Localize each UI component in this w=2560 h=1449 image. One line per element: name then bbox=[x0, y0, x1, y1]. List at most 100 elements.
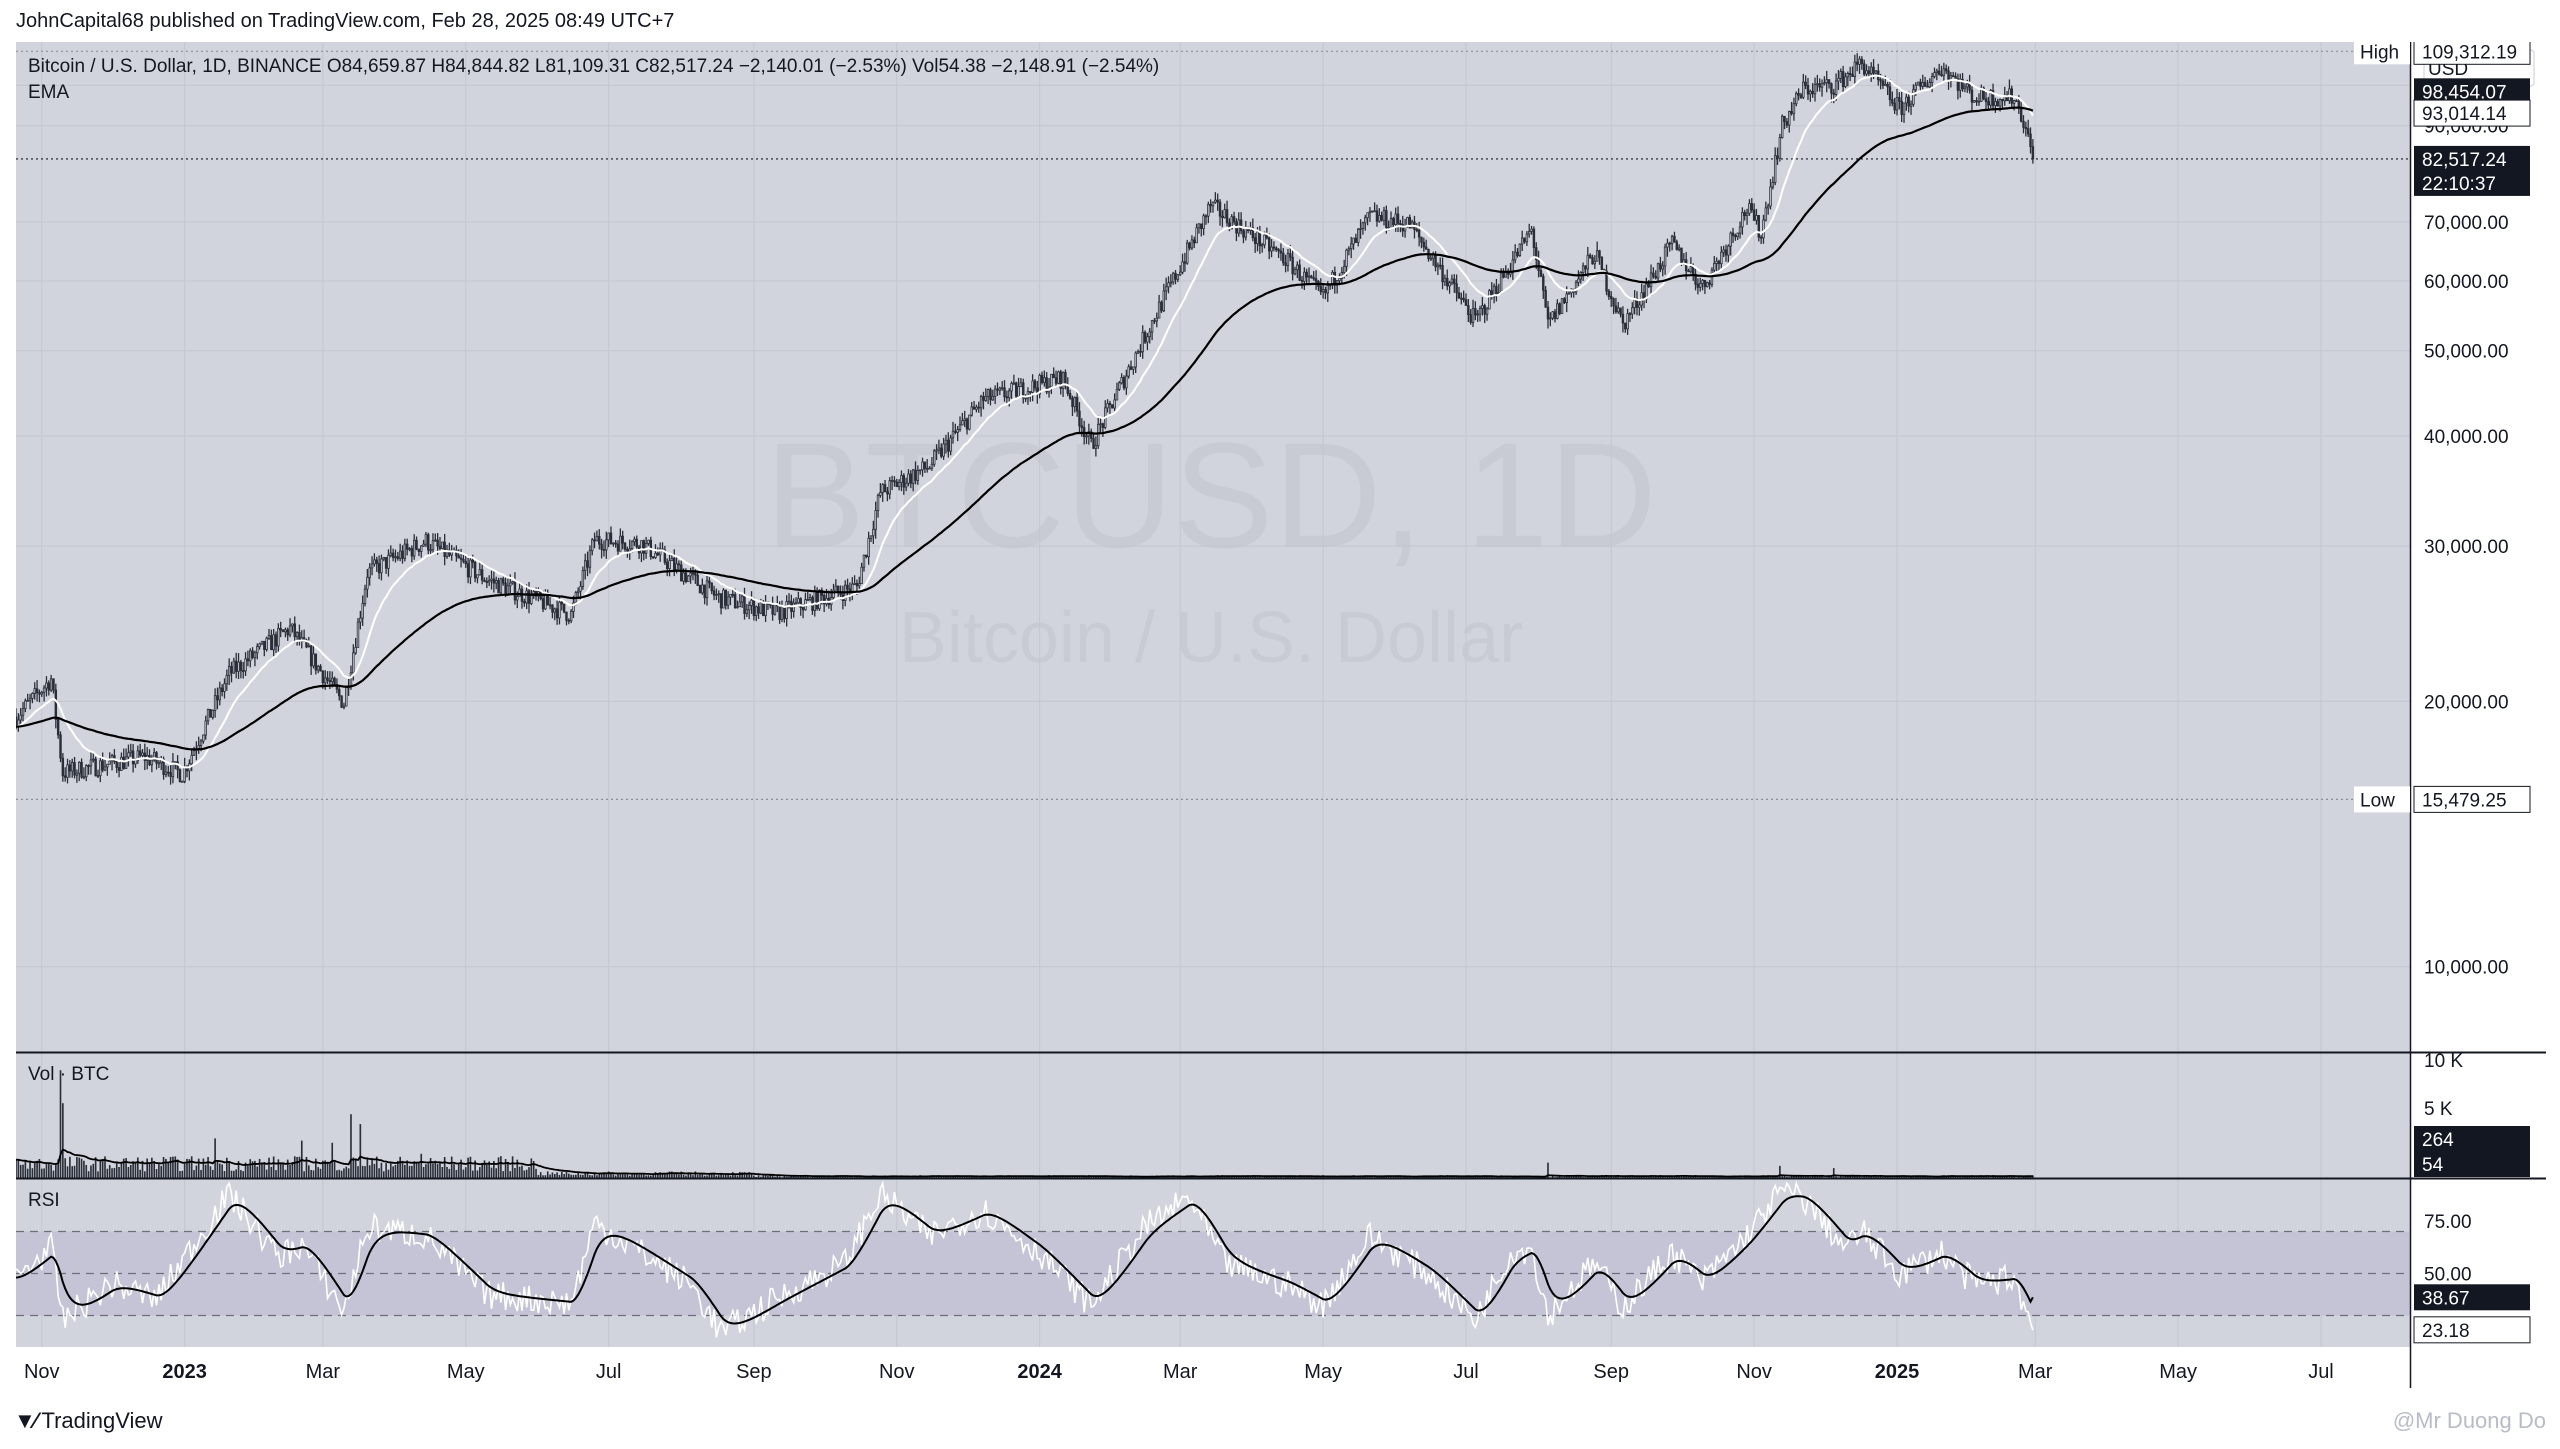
volume-bar bbox=[521, 1165, 523, 1178]
volume-bar bbox=[169, 1156, 172, 1178]
candle-body bbox=[469, 559, 472, 578]
candle-body bbox=[2029, 133, 2032, 148]
chart-area[interactable]: BTCUSD, 1D Bitcoin / U.S. Dollar Bitcoin… bbox=[16, 42, 2546, 1397]
candle-body bbox=[1752, 209, 1756, 221]
date-tick-label: Nov bbox=[879, 1361, 915, 1383]
volume-bar bbox=[1779, 1165, 1781, 1178]
candle-body bbox=[822, 595, 826, 605]
volume-bar bbox=[78, 1157, 81, 1178]
candle-body bbox=[1577, 278, 1580, 283]
volume-bar bbox=[755, 1176, 758, 1178]
candle-body bbox=[1160, 301, 1163, 312]
candle-body bbox=[272, 634, 275, 651]
candle-body bbox=[1492, 285, 1496, 298]
grid-lines bbox=[16, 42, 2410, 1347]
candle-body bbox=[1628, 313, 1632, 316]
volume-bar bbox=[984, 1176, 987, 1178]
volume-bar bbox=[453, 1164, 455, 1178]
volume-bar bbox=[350, 1114, 352, 1178]
volume-bar bbox=[1055, 1176, 1057, 1178]
volume-bar bbox=[652, 1174, 654, 1178]
volume-bar bbox=[1640, 1176, 1643, 1178]
candle-body bbox=[1106, 403, 1109, 409]
volume-bar bbox=[1750, 1176, 1753, 1178]
volume-bar bbox=[111, 1168, 113, 1178]
candle-body bbox=[1673, 235, 1676, 243]
candle-body bbox=[31, 693, 34, 699]
volume-bar bbox=[256, 1166, 259, 1178]
candle-body bbox=[1310, 275, 1313, 279]
candle-body bbox=[1061, 371, 1065, 389]
candle-body bbox=[586, 560, 589, 568]
candle-body bbox=[1275, 247, 1278, 250]
candle-body bbox=[1141, 331, 1144, 353]
volume-bar bbox=[886, 1176, 889, 1178]
candle-body bbox=[412, 539, 416, 557]
price-tick-label: 70,000.00 bbox=[2424, 213, 2509, 234]
volume-bar bbox=[1856, 1176, 1858, 1178]
candle-body bbox=[417, 548, 421, 552]
volume-bar bbox=[129, 1164, 132, 1178]
candle-body bbox=[893, 480, 896, 483]
candle-body bbox=[1251, 227, 1255, 239]
volume-bar bbox=[528, 1167, 530, 1178]
candle-body bbox=[1773, 155, 1777, 183]
candle-body bbox=[443, 541, 446, 557]
candle-body bbox=[1511, 259, 1515, 272]
candle-body bbox=[129, 750, 133, 754]
volume-bar bbox=[1652, 1176, 1655, 1178]
volume-bar bbox=[1868, 1176, 1870, 1178]
volume-bar bbox=[1059, 1176, 1062, 1178]
volume-bar bbox=[361, 1165, 364, 1178]
volume-bar bbox=[24, 1161, 27, 1178]
date-tick-label: May bbox=[1304, 1361, 1342, 1383]
candle-body bbox=[1408, 216, 1411, 229]
candle-body bbox=[958, 424, 962, 431]
candle-body bbox=[1617, 307, 1620, 313]
candle-body bbox=[1460, 297, 1463, 300]
candle-body bbox=[762, 601, 765, 617]
volume-bar bbox=[165, 1158, 167, 1178]
volume-bar bbox=[1013, 1176, 1015, 1178]
candle-body bbox=[1453, 278, 1456, 285]
candle-body bbox=[569, 611, 573, 622]
candle-body bbox=[1940, 73, 1943, 77]
candle-body bbox=[1984, 98, 1988, 102]
footer-brand[interactable]: ▼⁄ TradingView bbox=[14, 1408, 163, 1434]
volume-bar bbox=[1589, 1176, 1591, 1178]
volume-bar bbox=[788, 1176, 790, 1178]
candle-body bbox=[1785, 121, 1789, 126]
volume-bar bbox=[392, 1166, 394, 1178]
candle-body bbox=[1565, 293, 1568, 304]
volume-bar bbox=[631, 1173, 633, 1178]
candle-body bbox=[267, 635, 271, 639]
volume-bar bbox=[29, 1161, 31, 1178]
candle-body bbox=[1530, 228, 1533, 232]
volume-bar bbox=[802, 1176, 804, 1178]
candle-body bbox=[1528, 231, 1531, 235]
volume-bar bbox=[514, 1167, 516, 1178]
candle-body bbox=[986, 389, 990, 397]
chart-svg[interactable]: BTCUSD, 1D Bitcoin / U.S. Dollar Bitcoin… bbox=[16, 42, 2546, 1397]
volume-bar bbox=[1371, 1176, 1374, 1178]
candle-body bbox=[368, 567, 371, 578]
candle-body bbox=[211, 709, 214, 718]
volume-bar bbox=[36, 1160, 38, 1178]
volume-bar bbox=[947, 1176, 950, 1178]
volume-bar bbox=[774, 1176, 776, 1178]
candle-body bbox=[1593, 260, 1597, 265]
candle-body bbox=[387, 554, 390, 569]
candle-body bbox=[1258, 231, 1262, 247]
candle-body bbox=[588, 550, 592, 568]
candle-body bbox=[1071, 397, 1074, 408]
tradingview-logo-icon: ▼⁄ bbox=[14, 1408, 37, 1433]
volume-bar bbox=[52, 1170, 55, 1178]
volume-bar bbox=[811, 1176, 814, 1178]
candle-body bbox=[1211, 201, 1215, 207]
candle-body bbox=[600, 543, 603, 550]
volume-bar bbox=[1800, 1175, 1802, 1178]
candle-body bbox=[1092, 437, 1095, 449]
candle-body bbox=[998, 387, 1002, 391]
candle-body bbox=[1722, 249, 1725, 253]
candle-body bbox=[1795, 93, 1798, 105]
